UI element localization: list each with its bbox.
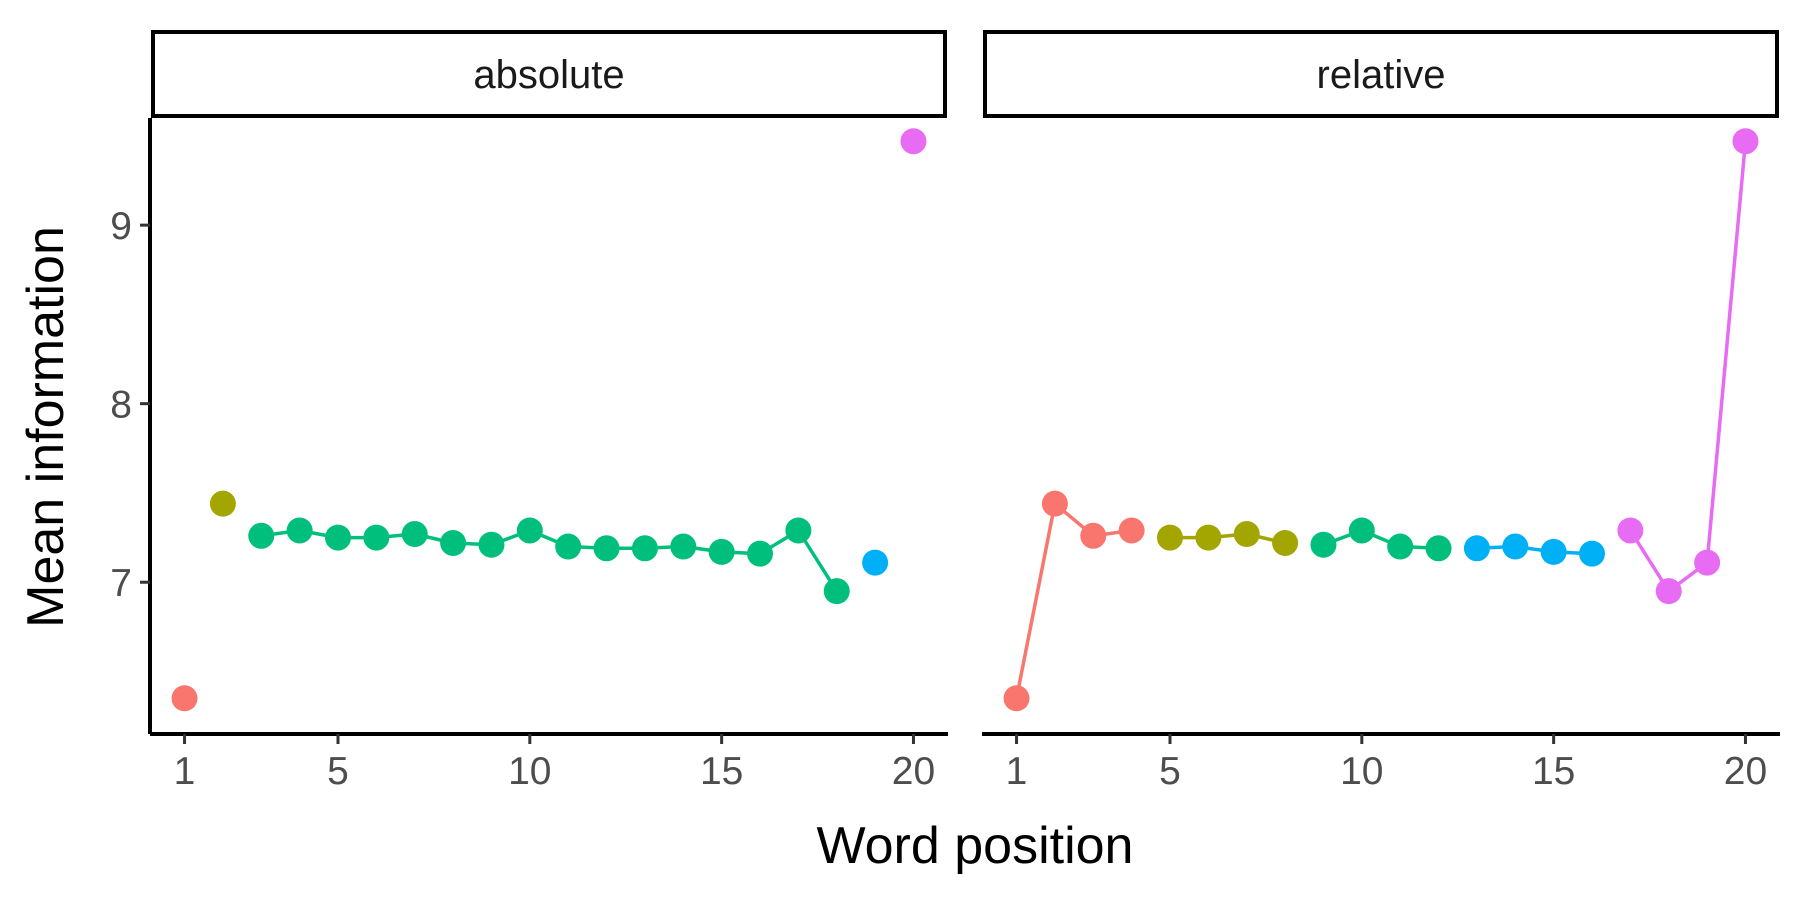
data-point [1502,533,1529,560]
data-point [1080,522,1107,549]
data-point [1579,540,1606,567]
data-point [1694,549,1721,576]
data-point [631,535,658,562]
data-point [516,517,543,544]
x-tick-label: 1 [174,750,196,793]
data-point [1348,517,1375,544]
data-point [1732,128,1759,155]
data-point [1003,685,1030,712]
data-point [440,529,467,556]
y-tick-label: 7 [110,562,132,605]
series-line [1014,501,1132,699]
data-point [1655,578,1682,605]
data-point [555,533,582,560]
x-tick-label: 5 [327,750,349,793]
x-tick-label: 15 [1532,750,1575,793]
data-point [785,517,812,544]
data-point [1272,529,1299,556]
x-tick-label: 5 [1159,750,1181,793]
data-point [286,517,313,544]
data-point [324,524,351,551]
data-point [862,549,889,576]
data-point [1118,517,1145,544]
data-point [900,128,927,155]
facet-strip [983,30,1779,118]
facet-strip-label: relative [1317,53,1446,97]
series-line [1628,141,1748,593]
data-point [593,535,620,562]
data-point [209,490,236,517]
x-tick-label: 1 [1006,750,1028,793]
x-tick-label: 10 [1340,750,1383,793]
y-tick-label: 9 [110,205,132,248]
series-line [1170,532,1286,545]
data-point [1387,533,1414,560]
data-point [747,540,774,567]
facet-strip-label: absolute [473,53,624,97]
data-point [823,578,850,605]
data-point [248,522,275,549]
data-point [1540,538,1567,565]
data-point [670,533,697,560]
data-point [1617,517,1644,544]
data-point [171,685,198,712]
x-tick-label: 15 [700,750,743,793]
data-point [1233,521,1260,548]
data-point [401,521,428,548]
y-tick-label: 8 [110,384,132,427]
x-tick-label: 20 [892,750,935,793]
series-line [1322,528,1439,551]
x-axis-title: Word position [817,817,1134,875]
y-axis-title: Mean information [17,226,75,628]
x-tick-label: 10 [508,750,551,793]
data-point [1041,490,1068,517]
data-point [478,531,505,558]
data-point [1425,535,1452,562]
data-point [708,538,735,565]
data-point [363,524,390,551]
facet-strip [151,30,947,118]
data-point [1463,535,1490,562]
x-tick-label: 20 [1724,750,1767,793]
data-point [1310,531,1337,558]
series-line [1476,544,1593,556]
series-line [261,528,839,593]
data-point [1195,524,1222,551]
data-point [1156,524,1183,551]
